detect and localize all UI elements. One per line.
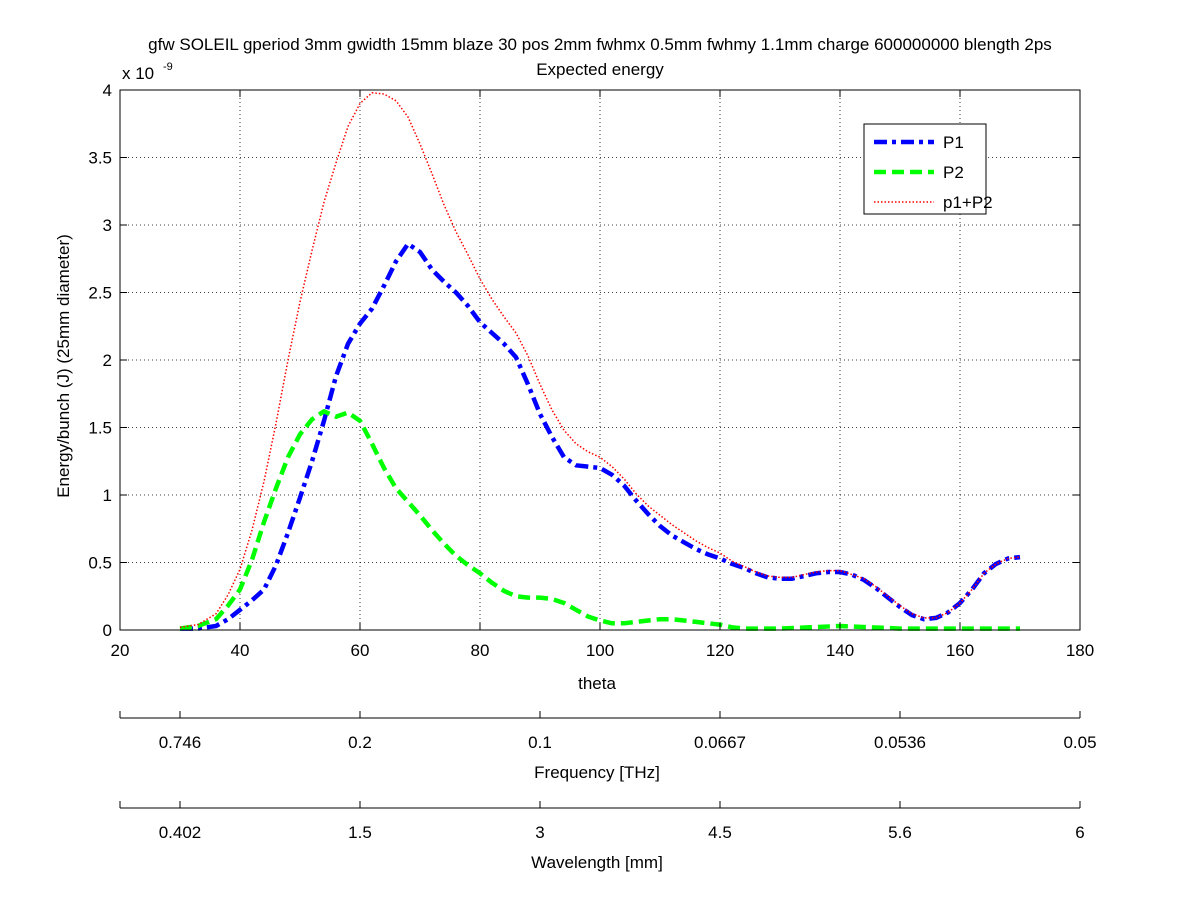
wavelength-tick-label: 1.5 — [348, 823, 372, 842]
legend-label-p2: P2 — [943, 163, 964, 182]
plot-series — [179, 91, 1021, 631]
y-tick-label: 2 — [103, 351, 112, 370]
legend-box — [863, 123, 987, 215]
y-tick-label: 1.5 — [88, 419, 112, 438]
wavelength-tick-label: 5.6 — [888, 823, 912, 842]
y-tick-label: 0.5 — [88, 554, 112, 573]
x-tick-label: 180 — [1066, 641, 1094, 660]
y-tick-label: 3.5 — [88, 149, 112, 168]
wavelength-tick-label: 3 — [535, 823, 544, 842]
chart-title: gfw SOLEIL gperiod 3mm gwidth 15mm blaze… — [148, 35, 1052, 54]
wavelength-tick-label: 0.402 — [159, 823, 202, 842]
frequency-tick-label: 0.746 — [159, 733, 202, 752]
x-tick-label: 120 — [706, 641, 734, 660]
legend: P1 P2 p1+P2 — [863, 123, 993, 215]
y-tick-label: 0 — [103, 621, 112, 640]
y-tick-label: 4 — [103, 81, 112, 100]
wavelength-axis-label: Wavelength [mm] — [531, 853, 663, 872]
y-axis-ticks: 0 0.5 1 1.5 2 2.5 3 3.5 4 — [88, 81, 1080, 640]
frequency-axis-label: Frequency [THz] — [534, 763, 660, 782]
wavelength-axis-ticks: 0.402 1.5 3 4.5 5.6 6 — [119, 801, 1085, 842]
wavelength-tick-label: 6 — [1075, 823, 1084, 842]
wavelength-tick-label: 4.5 — [708, 823, 732, 842]
frequency-tick-label: 0.2 — [348, 733, 372, 752]
x-axis-label: theta — [578, 674, 616, 693]
x-tick-label: 80 — [471, 641, 490, 660]
x-tick-label: 160 — [946, 641, 974, 660]
frequency-axis: 0.746 0.2 0.1 0.0667 0.0536 0.05 Frequency [T… — [119, 711, 1097, 782]
y-tick-label: 1 — [103, 486, 112, 505]
x-tick-label: 20 — [111, 641, 130, 660]
chart-subtitle: Expected energy — [536, 60, 664, 79]
wavelength-axis: 0.402 1.5 3 4.5 5.6 6 Wavelength [mm] — [119, 801, 1085, 872]
y-tick-label: 2.5 — [88, 284, 112, 303]
x-tick-label: 100 — [586, 641, 614, 660]
frequency-tick-label: 0.1 — [528, 733, 552, 752]
x-tick-label: 60 — [351, 641, 370, 660]
x-tick-label: 40 — [231, 641, 250, 660]
frequency-axis-ticks: 0.746 0.2 0.1 0.0667 0.0536 0.05 — [119, 711, 1097, 752]
y-multiplier: x 10 — [122, 64, 154, 83]
frequency-tick-label: 0.0536 — [874, 733, 926, 752]
legend-label-p1: P1 — [943, 133, 964, 152]
frequency-tick-label: 0.0667 — [694, 733, 746, 752]
y-axis-label: Energy/bunch (J) (25mm diameter) — [54, 234, 73, 498]
y-tick-label: 3 — [103, 216, 112, 235]
series-line-sum — [179, 91, 1021, 629]
y-exponent: x 10 -9 — [122, 61, 173, 83]
y-multiplier-exponent: -9 — [163, 61, 173, 73]
frequency-tick-label: 0.05 — [1063, 733, 1096, 752]
x-axis-ticks: 20 40 60 80 100 120 140 160 180 — [111, 90, 1094, 660]
x-tick-label: 140 — [826, 641, 854, 660]
series-line-p1 — [180, 241, 1021, 631]
legend-label-sum: p1+P2 — [943, 193, 993, 212]
